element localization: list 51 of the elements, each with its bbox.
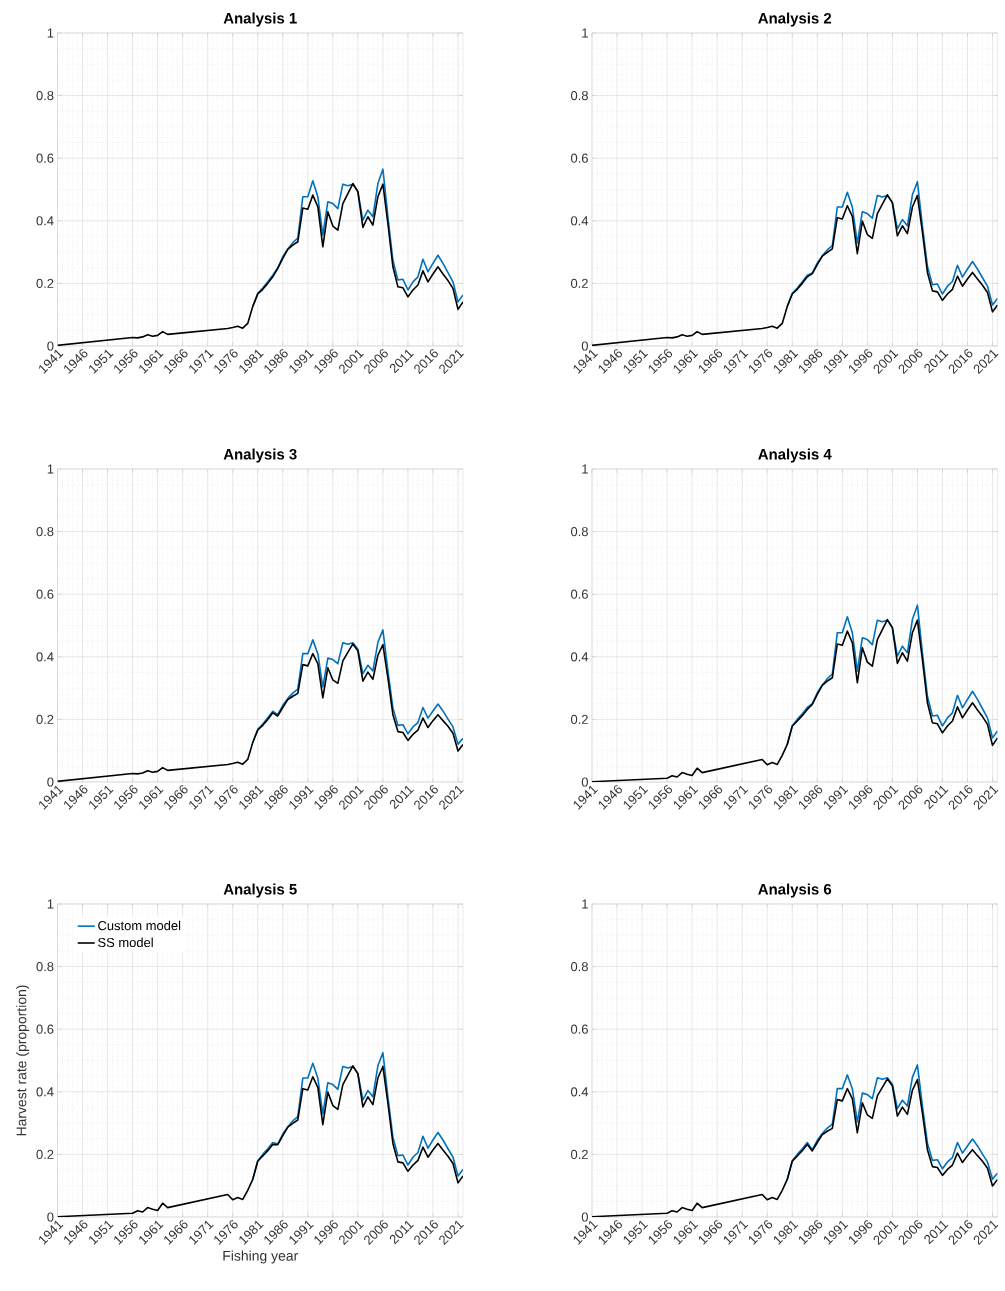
y-tick-label: 0 xyxy=(47,341,54,351)
y-tick-label: 0.4 xyxy=(570,1087,589,1097)
chart-title: Analysis 1 xyxy=(223,12,297,27)
chart-title: Analysis 3 xyxy=(223,448,297,463)
y-tick-label: 0.2 xyxy=(36,278,54,288)
chart-title: Analysis 5 xyxy=(223,883,297,898)
y-tick-label: 0.8 xyxy=(570,527,588,537)
chart-title: Analysis 2 xyxy=(758,12,832,27)
y-tick-label: 1 xyxy=(582,28,588,38)
y-axis-title: Harvest rate (proportion) xyxy=(16,985,30,1136)
y-tick-label: 0.6 xyxy=(570,589,588,599)
line-series xyxy=(592,194,998,346)
legend-label: Custom model xyxy=(98,920,181,931)
y-tick-label: 0 xyxy=(47,777,54,787)
y-tick-label: 1 xyxy=(47,464,54,474)
chart-title: Analysis 4 xyxy=(758,448,832,463)
y-tick-label: 0.4 xyxy=(36,1087,54,1097)
y-tick-label: 0.6 xyxy=(36,1024,54,1034)
y-tick-label: 0.2 xyxy=(36,1149,54,1159)
legend-label: SS model xyxy=(98,937,153,948)
y-tick-label: 1 xyxy=(582,464,588,474)
x-axis-title: Fishing year xyxy=(223,1250,298,1264)
line-series xyxy=(57,182,463,346)
y-tick-label: 0.6 xyxy=(570,153,588,163)
y-tick-label: 0.8 xyxy=(570,91,588,101)
y-tick-label: 0.6 xyxy=(570,1024,588,1034)
y-tick-label: 0.4 xyxy=(36,216,54,226)
y-tick-label: 0.4 xyxy=(570,652,589,662)
y-tick-label: 0.2 xyxy=(570,714,588,724)
y-tick-label: 0 xyxy=(581,1212,588,1222)
y-tick-label: 0.4 xyxy=(570,216,589,226)
y-tick-label: 0.2 xyxy=(570,1149,588,1159)
y-tick-label: 1 xyxy=(582,899,588,909)
line-series xyxy=(786,180,998,308)
y-tick-label: 0 xyxy=(47,1212,54,1222)
y-tick-label: 0 xyxy=(581,777,588,787)
y-tick-label: 1 xyxy=(47,899,54,909)
y-tick-label: 0.2 xyxy=(570,278,588,288)
chart-title: Analysis 6 xyxy=(758,883,832,898)
y-tick-label: 0.8 xyxy=(570,962,588,972)
y-tick-label: 0.8 xyxy=(36,527,54,537)
y-tick-label: 0.8 xyxy=(36,962,54,972)
y-tick-label: 0.6 xyxy=(36,589,54,599)
y-tick-label: 1 xyxy=(47,28,54,38)
y-tick-label: 0 xyxy=(581,341,588,351)
line-series xyxy=(592,1078,998,1217)
line-series xyxy=(57,643,463,782)
y-tick-label: 0.4 xyxy=(36,652,54,662)
y-tick-label: 0.8 xyxy=(36,91,54,101)
y-tick-label: 0.6 xyxy=(36,153,54,163)
y-tick-label: 0.2 xyxy=(36,714,54,724)
